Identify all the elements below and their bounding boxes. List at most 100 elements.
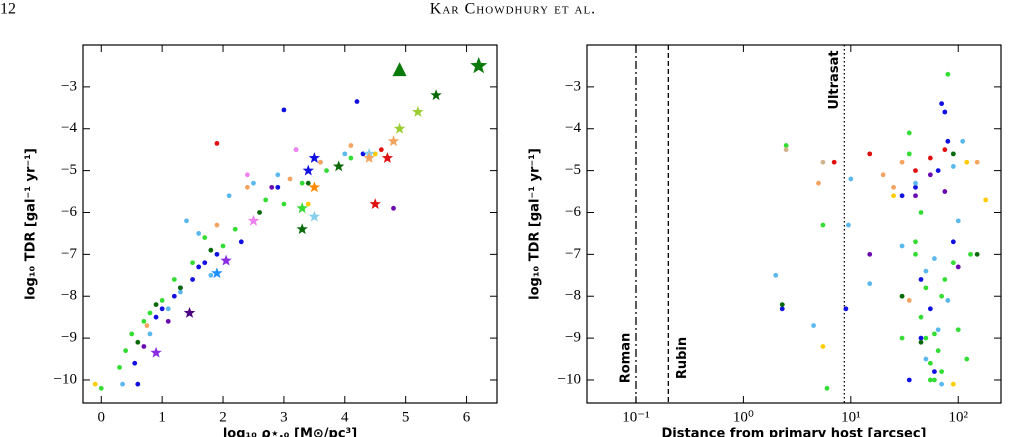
point	[184, 218, 189, 224]
x-tick-label: 10¹	[841, 409, 861, 425]
point	[190, 277, 195, 282]
point	[891, 184, 896, 190]
point	[147, 331, 153, 337]
point	[945, 71, 951, 77]
point	[913, 239, 918, 245]
point	[942, 189, 948, 194]
y-tick-label: −5	[565, 162, 581, 178]
x-tick-label: 6	[463, 409, 471, 425]
point	[848, 176, 854, 182]
triangle-point	[392, 62, 407, 77]
point	[867, 281, 873, 287]
point	[880, 172, 886, 178]
point	[927, 377, 933, 383]
star-point	[387, 135, 400, 147]
point	[178, 285, 183, 291]
plot: −10 −9 −8 −7 −6 −5 −4 −3 10⁻¹ 10⁰ 10¹ 10² Roman Rubin…	[528, 44, 1002, 437]
x-tick-label: 10²	[949, 409, 969, 425]
point	[923, 268, 929, 274]
point	[960, 138, 966, 144]
point	[899, 193, 905, 199]
point	[342, 151, 348, 157]
point	[348, 143, 354, 148]
point	[939, 101, 945, 107]
point	[974, 159, 980, 165]
star-point	[470, 56, 488, 74]
point	[208, 247, 214, 253]
point	[153, 302, 159, 308]
point	[305, 201, 311, 207]
threshold-label: Rubin	[675, 337, 690, 379]
star-point	[381, 152, 394, 163]
y-tick-label: −4	[565, 120, 581, 136]
y-tick-label: −6	[61, 204, 77, 220]
point	[779, 306, 785, 312]
star-point	[393, 122, 406, 134]
point	[372, 151, 378, 157]
point	[867, 251, 873, 257]
point	[935, 348, 941, 354]
point	[955, 218, 961, 224]
y-tick-label: −5	[61, 162, 77, 178]
point	[318, 159, 323, 165]
point	[348, 155, 354, 161]
point	[141, 318, 147, 324]
point	[141, 344, 147, 349]
point	[867, 151, 873, 157]
point	[269, 184, 275, 190]
point	[913, 193, 918, 199]
star-point	[308, 210, 321, 222]
x-tick-label: 2	[219, 409, 227, 425]
point	[92, 381, 98, 387]
x-tick-label: 10⁻¹	[622, 409, 649, 425]
x-axis-label: log₁₀ ρ⋆,₀ [M⊙/pc³]	[223, 427, 357, 437]
point	[891, 193, 896, 199]
point	[899, 159, 905, 165]
point	[202, 235, 208, 241]
y-tick-label: −4	[61, 120, 77, 136]
x-tick-label: 10⁰	[733, 409, 754, 425]
y-tick-label: −10	[54, 371, 77, 387]
point	[208, 272, 214, 278]
point	[171, 277, 177, 282]
point	[899, 293, 905, 299]
point	[159, 306, 165, 312]
point	[305, 180, 311, 186]
point	[196, 231, 202, 236]
y-tick-label: −3	[61, 78, 77, 94]
point	[918, 339, 924, 345]
point	[226, 193, 232, 199]
y-tick-label: −6	[565, 204, 581, 220]
point	[299, 180, 305, 186]
star-point	[302, 164, 314, 176]
point	[816, 180, 821, 186]
x-tick-label: 4	[341, 409, 349, 425]
threshold-label: Ultrasat	[827, 50, 842, 109]
point	[939, 293, 945, 299]
point	[275, 172, 281, 178]
point	[906, 377, 912, 383]
x-tick-label: 1	[158, 409, 166, 425]
axes-frame	[586, 44, 1002, 404]
star-point	[333, 160, 345, 172]
star-point	[247, 214, 260, 226]
point	[899, 335, 905, 341]
y-tick-label: −9	[565, 330, 581, 346]
point	[251, 180, 256, 186]
point	[811, 323, 816, 328]
star-point	[150, 346, 162, 358]
point	[214, 140, 220, 146]
y-tick-label: −8	[565, 288, 581, 304]
point	[275, 184, 281, 190]
point	[820, 222, 826, 228]
point	[773, 272, 779, 278]
y-tick-label: −9	[61, 330, 77, 346]
point	[950, 260, 956, 266]
point	[132, 360, 138, 366]
point	[942, 277, 948, 282]
point	[955, 264, 961, 270]
point	[899, 243, 905, 249]
point	[263, 197, 269, 203]
point	[913, 168, 918, 174]
